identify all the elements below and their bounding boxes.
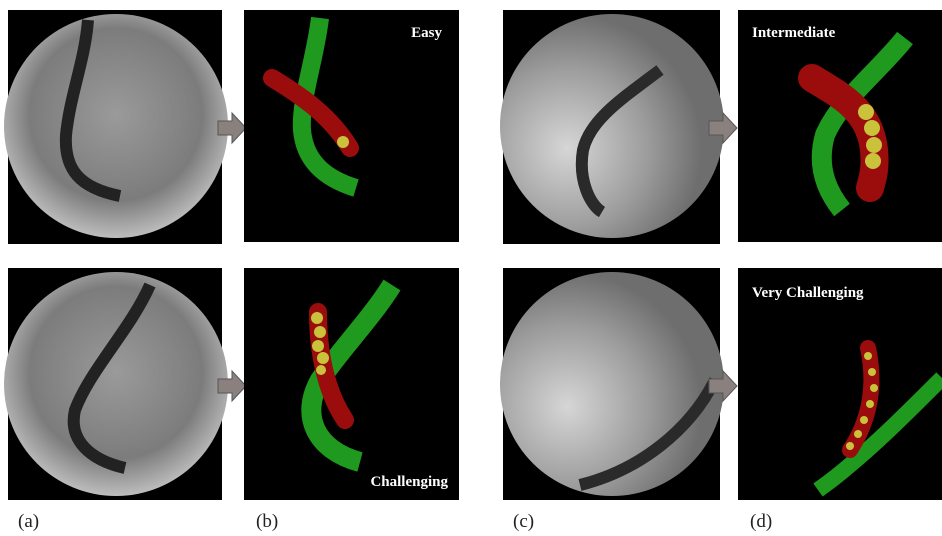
difficulty-label: Easy (411, 25, 442, 41)
panel-label: (d) (750, 511, 772, 532)
xray-c-top (500, 10, 724, 244)
xray-c-bottom (500, 268, 724, 500)
difficulty-label: Intermediate (752, 25, 836, 41)
xray-a-bottom (4, 268, 228, 500)
mask-b-top (244, 10, 459, 242)
mask-d-top (738, 10, 942, 242)
difficulty-label: Very Challenging (752, 285, 864, 301)
panel-label: (b) (256, 511, 278, 532)
difficulty-label: Challenging (370, 474, 448, 490)
xray-a-top (4, 10, 228, 244)
panel-label: (a) (18, 511, 39, 532)
panel-label: (c) (513, 511, 534, 532)
mask-b-bottom (244, 268, 459, 500)
mask-d-bottom (738, 268, 942, 500)
figure: Easy Intermediate Challenging Very Chall… (0, 0, 942, 536)
